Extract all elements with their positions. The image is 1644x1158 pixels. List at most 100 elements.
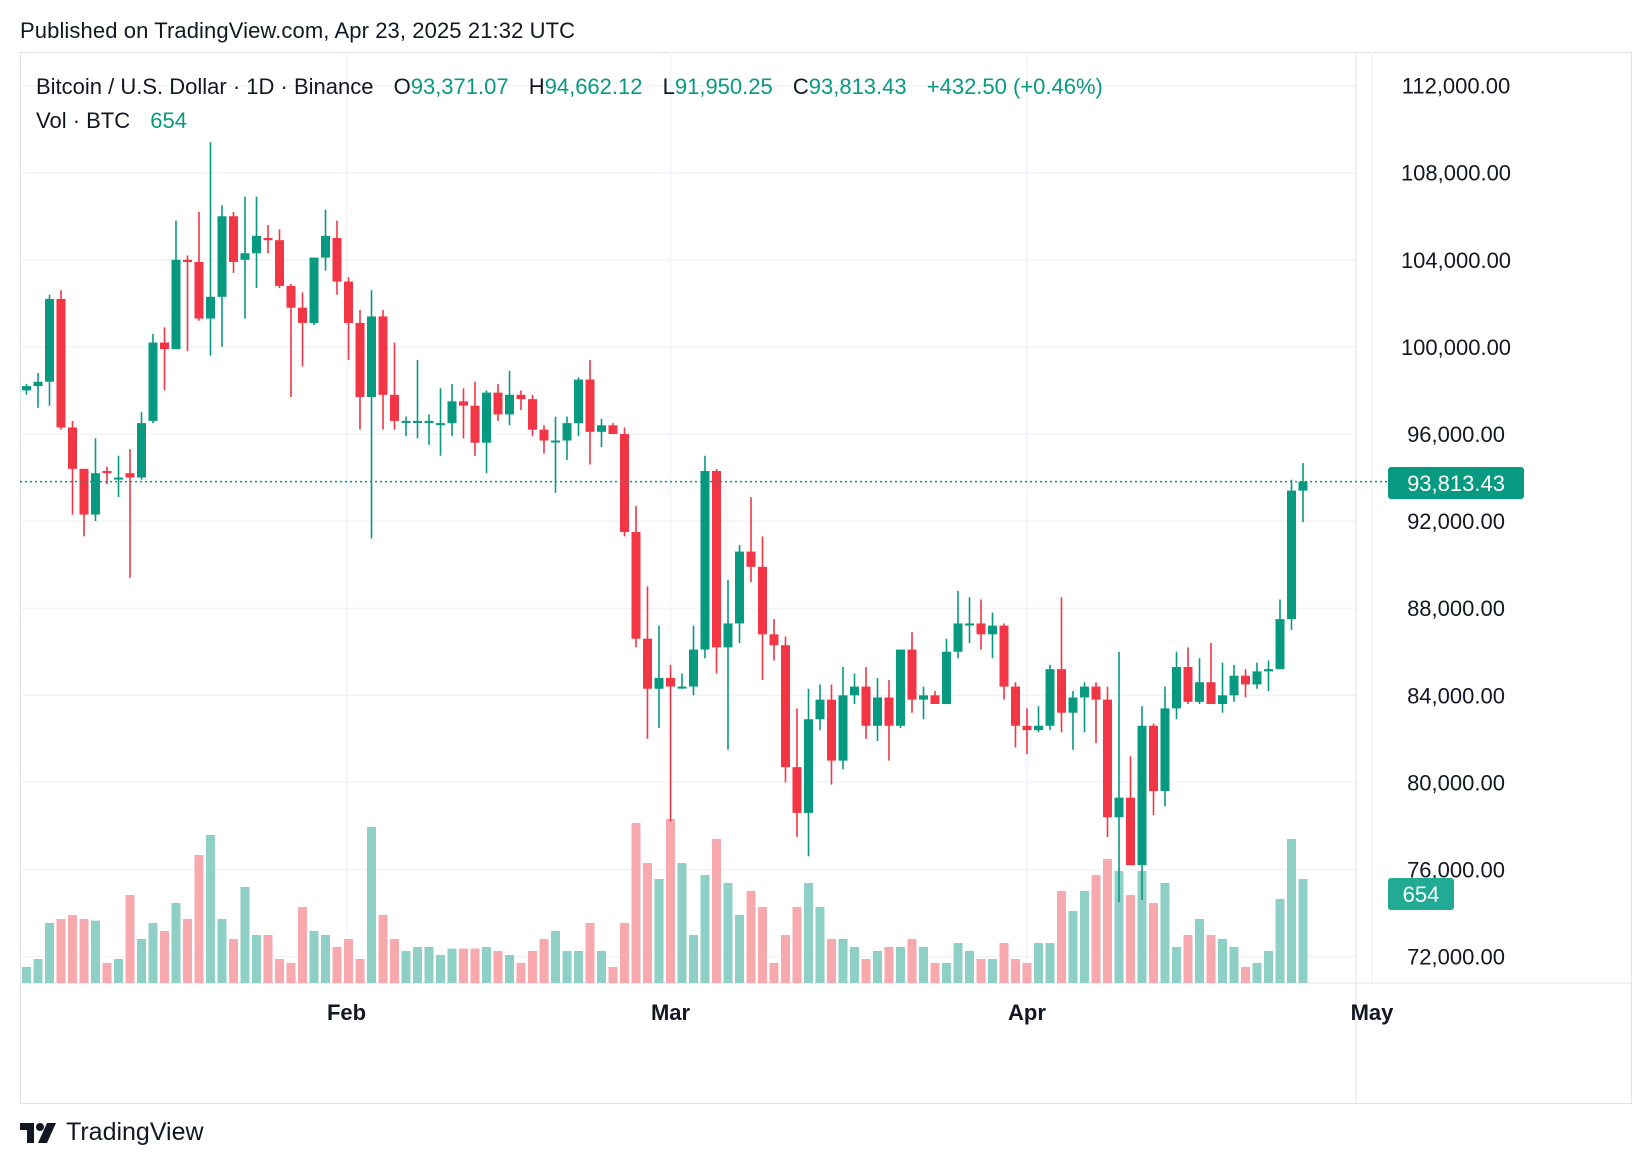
candle-body (160, 342, 169, 350)
candle-body (689, 649, 698, 687)
candle-body (33, 381, 43, 387)
candle-body (585, 379, 595, 432)
candle-body (240, 253, 250, 260)
volume-bar (896, 947, 905, 983)
close-label: C (792, 74, 809, 99)
candle-body (45, 298, 54, 382)
volume-bar (1091, 875, 1101, 983)
candle-body (413, 420, 422, 423)
volume-bar (1114, 871, 1124, 983)
volume-bar (68, 915, 77, 983)
volume-bar (286, 963, 296, 983)
candle-body (539, 429, 549, 441)
candle-body (1264, 669, 1273, 672)
volume-bar (1218, 939, 1227, 983)
time-tick-label: Apr (1008, 1000, 1046, 1025)
candle-body (321, 235, 330, 258)
volume-bar (413, 947, 422, 983)
price-tick-label: 96,000.00 (1407, 422, 1505, 447)
volume-bar (919, 947, 928, 983)
candle-body (137, 423, 146, 478)
candle-body (459, 401, 468, 406)
candle-body (1045, 669, 1055, 726)
tradingview-brand[interactable]: TradingView (20, 1118, 204, 1147)
volume-bar (850, 947, 859, 983)
candle-body (424, 420, 434, 423)
volume-bar (482, 947, 491, 983)
volume-bar (1068, 911, 1078, 983)
volume-bar (781, 935, 790, 983)
high-label: H (528, 74, 545, 99)
volume-bar (930, 963, 940, 983)
volume-bar (206, 835, 215, 983)
volume-bar (125, 895, 135, 983)
volume-bar (1229, 947, 1239, 983)
candle-body (1183, 666, 1193, 702)
candle-body (838, 695, 848, 761)
candle-body (114, 477, 123, 480)
candle-body (574, 379, 583, 424)
tradingview-logo-icon (20, 1122, 56, 1143)
volume-tag-text: 654 (1403, 882, 1440, 907)
volume-bar (470, 948, 480, 983)
candle-body (482, 392, 491, 443)
ohlc-row: Bitcoin / U.S. Dollar · 1D · Binance O93… (36, 70, 1103, 104)
price-tick-label: 88,000.00 (1407, 596, 1505, 621)
volume-bar (838, 939, 848, 983)
volume-bar (792, 907, 802, 983)
candle-body (1080, 686, 1089, 698)
candle-body (68, 427, 77, 469)
candle-body (1057, 669, 1066, 713)
volume-bar (1011, 959, 1020, 983)
volume-bar (447, 948, 457, 983)
candle-body (827, 699, 836, 761)
candle-body (919, 695, 928, 700)
volume-bar (1183, 935, 1193, 983)
volume-bar (735, 915, 744, 983)
volume-bars (22, 819, 1308, 983)
volume-row: Vol · BTC 654 (36, 104, 1103, 138)
volume-bar (723, 883, 733, 983)
candle-body (1137, 725, 1147, 866)
volume-bar (643, 863, 652, 983)
volume-bar (907, 939, 917, 983)
volume-bar (942, 963, 951, 983)
volume-bar (1275, 899, 1285, 983)
time-axis: Feb Mar Apr May (327, 1000, 1394, 1025)
change-value: +432.50 (+0.46%) (926, 74, 1103, 99)
candle-body (298, 307, 307, 323)
grid-lines (20, 52, 1632, 1104)
volume-bar (1103, 859, 1112, 983)
candle-body (217, 216, 227, 297)
candle-body (1126, 797, 1135, 866)
candle-body (493, 392, 503, 415)
candle-body (631, 531, 641, 639)
candle-body (976, 623, 986, 635)
candle-body (1229, 675, 1239, 696)
candle-body (263, 238, 273, 241)
candle-body (769, 634, 779, 646)
candle-body (1149, 725, 1158, 792)
volume-bar (539, 939, 549, 983)
volume-bar (689, 935, 698, 983)
chart-frame[interactable] (20, 52, 1632, 1104)
candle-body (470, 405, 480, 443)
candle-body (309, 257, 319, 323)
symbol-label[interactable]: Bitcoin / U.S. Dollar · 1D · Binance (36, 74, 374, 99)
volume-bar (827, 939, 836, 983)
candle-body (528, 399, 537, 430)
candle-body (1114, 797, 1124, 818)
volume-bar (608, 967, 618, 983)
candle-body (102, 471, 112, 474)
candle-body (758, 566, 767, 635)
volume-bar (1022, 963, 1032, 983)
candle-body (286, 285, 296, 308)
price-tag-bg (1388, 467, 1524, 499)
candle-body (1287, 490, 1296, 620)
volume-bar (1206, 935, 1216, 983)
volume-bar (1034, 943, 1043, 983)
volume-bar (263, 935, 273, 983)
volume-bar (1252, 963, 1262, 983)
candle-body (804, 719, 813, 813)
